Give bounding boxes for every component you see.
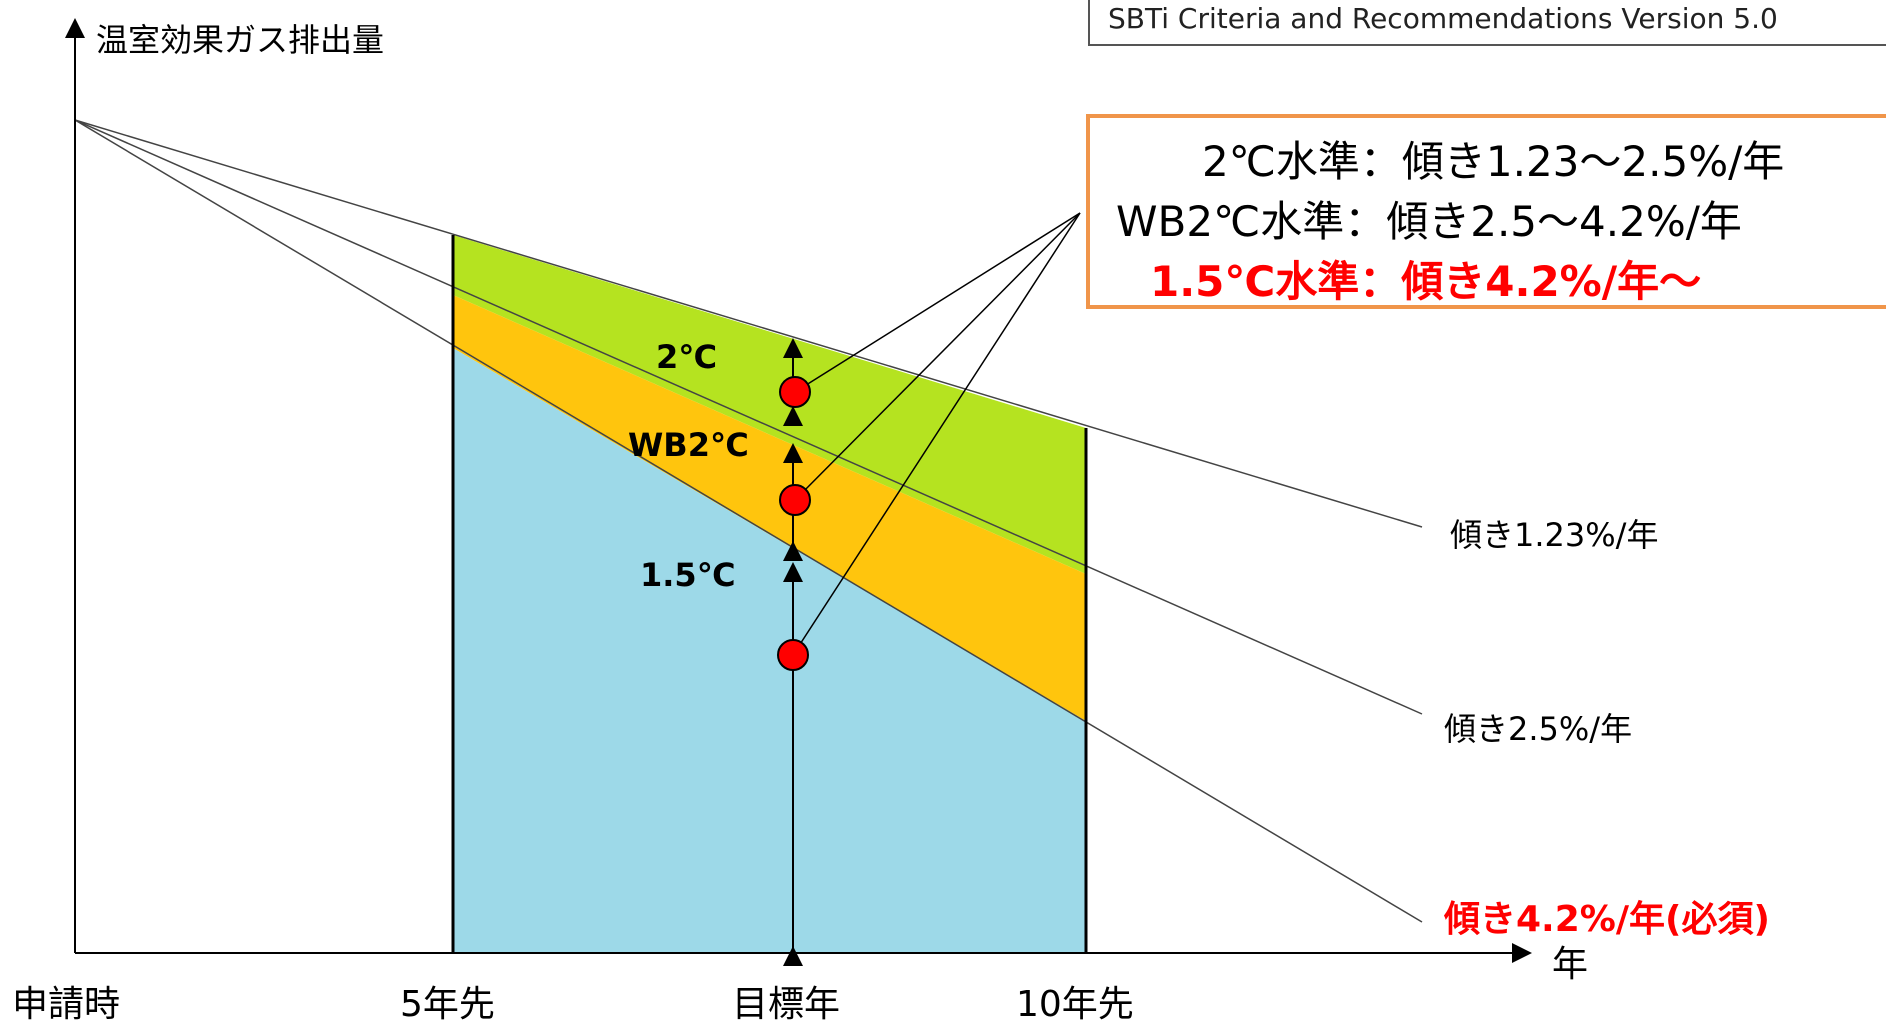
band-wb2c-area	[453, 295, 1086, 721]
band-15c-area	[453, 348, 1086, 953]
marker-2c	[779, 376, 811, 408]
band-label-15c: 1.5℃	[640, 556, 736, 594]
x-tick-application: 申請時	[12, 984, 121, 1025]
marker-15c	[777, 639, 809, 671]
slope-line-4.2	[74, 119, 1423, 923]
slope-line-1.23	[74, 119, 1423, 528]
x-tick-10yr: 10年先	[1016, 984, 1134, 1025]
x-tick-target-year: 目標年	[732, 984, 841, 1025]
leader-line-2c	[794, 212, 1081, 393]
band-label-wb2c: WB2℃	[628, 426, 749, 464]
y-axis-label: 温室効果ガス排出量	[96, 21, 385, 59]
leader-line-15c	[792, 212, 1081, 656]
band-label-2c: 2℃	[656, 338, 718, 376]
x-tick-5yr: 5年先	[400, 984, 495, 1025]
slope-label-4.2-required: 傾き4.2%/年(必須)	[1444, 899, 1770, 940]
leader-line-wb2c	[794, 212, 1081, 501]
source-note: SBTi Criteria and Recommendations Versio…	[1088, 0, 1886, 46]
marker-wb2c	[779, 484, 811, 516]
band-2c-area	[453, 235, 1086, 574]
legend-line-2c: 2℃水準：傾き1.23～2.5%/年	[1202, 137, 1785, 186]
slope-line-2.5	[74, 119, 1423, 715]
legend-line-wb2c: WB2℃水準：傾き2.5～4.2%/年	[1116, 197, 1742, 246]
legend-box: 2℃水準：傾き1.23～2.5%/年 WB2℃水準：傾き2.5～4.2%/年 1…	[1086, 114, 1886, 309]
legend-line-15c: 1.5℃水準：傾き4.2%/年～	[1150, 257, 1702, 306]
slope-label-1.23: 傾き1.23%/年	[1450, 516, 1659, 554]
x-axis-unit: 年	[1552, 944, 1589, 985]
slope-label-2.5: 傾き2.5%/年	[1444, 710, 1633, 748]
